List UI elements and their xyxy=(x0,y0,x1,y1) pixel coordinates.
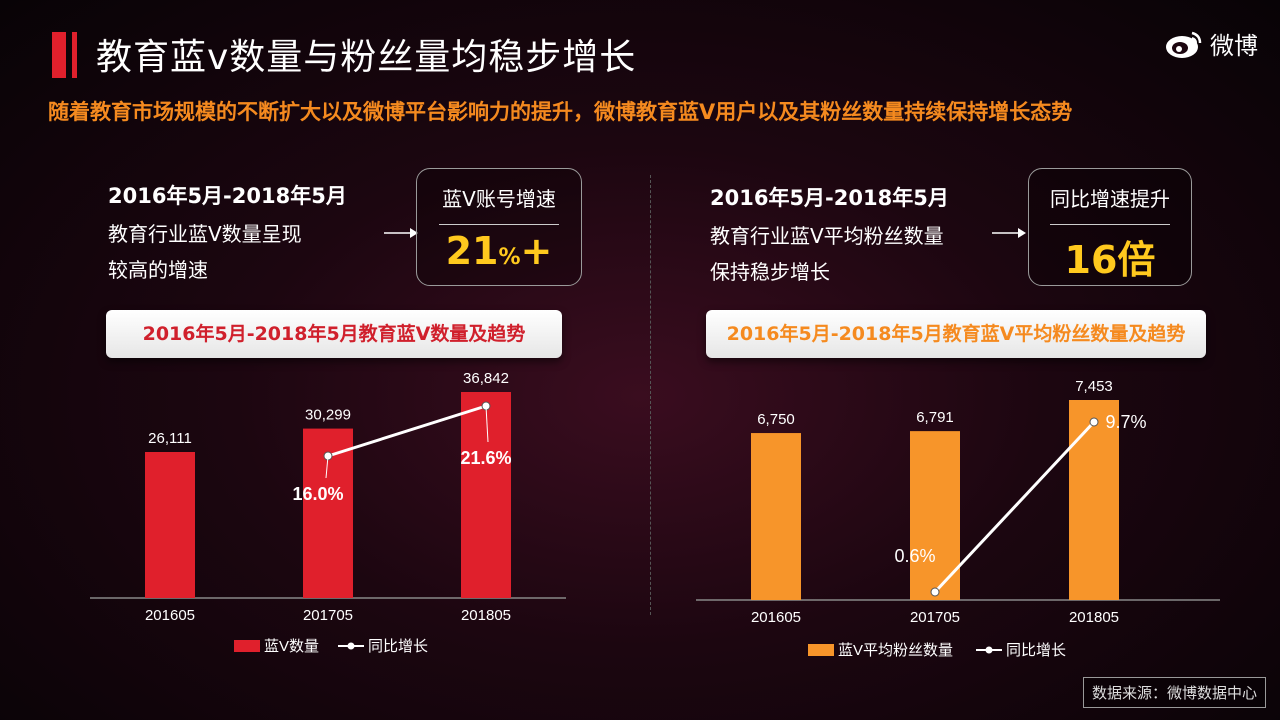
bar-value-label: 6,750 xyxy=(757,411,795,428)
left-stat-rule xyxy=(439,224,559,225)
trend-line xyxy=(327,404,487,458)
legend-bar-swatch xyxy=(234,640,260,652)
left-desc-line2: 较高的增速 xyxy=(108,258,208,282)
trend-line xyxy=(933,420,1096,594)
left-stat-plus: + xyxy=(520,229,553,273)
trend-label-leader xyxy=(325,455,329,479)
left-arrow-icon xyxy=(384,228,418,238)
left-stat-value: 21%+ xyxy=(417,229,581,273)
legend-line-label: 同比增长 xyxy=(1006,642,1066,659)
trend-point xyxy=(930,587,940,597)
trend-point xyxy=(1089,417,1099,427)
legend-bar-label: 蓝V平均粉丝数量 xyxy=(838,642,953,659)
x-tick-label: 201705 xyxy=(303,607,353,624)
left-period: 2016年5月-2018年5月 xyxy=(108,184,347,208)
x-tick-label: 201705 xyxy=(910,609,960,626)
bar-201605 xyxy=(145,452,195,598)
left-description: 教育行业蓝V数量呈现 较高的增速 xyxy=(108,216,347,288)
legend-bar-label: 蓝V数量 xyxy=(264,638,319,655)
right-stat-box: 同比增速提升 16倍 xyxy=(1028,168,1192,286)
x-tick-label: 201805 xyxy=(1069,609,1119,626)
subtitle: 随着教育市场规模的不断扩大以及微博平台影响力的提升，微博教育蓝V用户以及其粉丝数… xyxy=(48,100,1073,124)
left-desc-line1: 教育行业蓝V数量呈现 xyxy=(108,222,302,246)
trend-value-label: 9.7% xyxy=(1105,412,1146,432)
left-chart: 26,111 201605 30,299 201705 36,842 201805 16.0… xyxy=(90,370,566,655)
bar-201605 xyxy=(751,433,801,600)
left-stat-number: 21 xyxy=(445,229,499,273)
bar-value-label: 36,842 xyxy=(463,370,509,387)
bar-value-label: 7,453 xyxy=(1075,378,1113,395)
x-tick-label: 201605 xyxy=(145,607,195,624)
right-period: 2016年5月-2018年5月 xyxy=(710,186,949,210)
left-stat-box: 蓝V账号增速 21%+ xyxy=(416,168,582,286)
right-stat-label: 同比增速提升 xyxy=(1050,187,1170,211)
right-arrow-icon xyxy=(992,228,1026,238)
bar-value-label: 30,299 xyxy=(305,407,351,424)
right-description: 教育行业蓝V平均粉丝数量 保持稳步增长 xyxy=(710,218,949,290)
right-chart: 6,750 201605 6,791 201705 7,453 201805 0.6% 9.7… xyxy=(696,378,1220,659)
title-accent-bar-thin xyxy=(72,32,77,78)
bar-value-label: 6,791 xyxy=(916,409,954,426)
right-stat-rule xyxy=(1050,224,1170,225)
legend-line-marker xyxy=(985,646,993,654)
x-tick-label: 201805 xyxy=(461,607,511,624)
trend-value-label: 16.0% xyxy=(292,484,343,504)
bar-201805 xyxy=(461,392,511,598)
bar-201705 xyxy=(910,431,960,600)
right-stat-value: 16倍 xyxy=(1064,238,1156,282)
right-chart-banner: 2016年5月-2018年5月教育蓝V平均粉丝数量及趋势 xyxy=(706,310,1206,358)
bar-201805 xyxy=(1069,400,1119,600)
left-chart-banner: 2016年5月-2018年5月教育蓝V数量及趋势 xyxy=(106,310,562,358)
logo-text: 微博 xyxy=(1210,32,1258,60)
weibo-eye-icon xyxy=(1166,31,1202,58)
right-desc-line2: 保持稳步增长 xyxy=(710,260,830,284)
trend-value-label: 21.6% xyxy=(460,448,511,468)
center-divider xyxy=(650,175,651,615)
x-tick-label: 201605 xyxy=(751,609,801,626)
right-summary: 2016年5月-2018年5月 教育行业蓝V平均粉丝数量 保持稳步增长 xyxy=(710,182,949,290)
weibo-logo: 微博 xyxy=(1164,26,1258,61)
bar-value-label: 26,111 xyxy=(148,430,192,447)
legend-bar-swatch xyxy=(808,644,834,656)
data-source: 数据来源：微博数据中心 xyxy=(1082,677,1266,708)
left-summary: 2016年5月-2018年5月 教育行业蓝V数量呈现 较高的增速 xyxy=(108,180,347,288)
title-accent-bar xyxy=(52,32,66,78)
legend-line-label: 同比增长 xyxy=(368,638,428,655)
page-title: 教育蓝v数量与粉丝量均稳步增长 xyxy=(96,37,637,78)
right-desc-line1: 教育行业蓝V平均粉丝数量 xyxy=(710,224,944,248)
legend-line-marker xyxy=(347,642,355,650)
trend-value-label: 0.6% xyxy=(894,546,935,566)
trend-label-leader xyxy=(485,405,489,443)
left-stat-percent: % xyxy=(498,245,521,270)
left-stat-label: 蓝V账号增速 xyxy=(442,187,556,211)
